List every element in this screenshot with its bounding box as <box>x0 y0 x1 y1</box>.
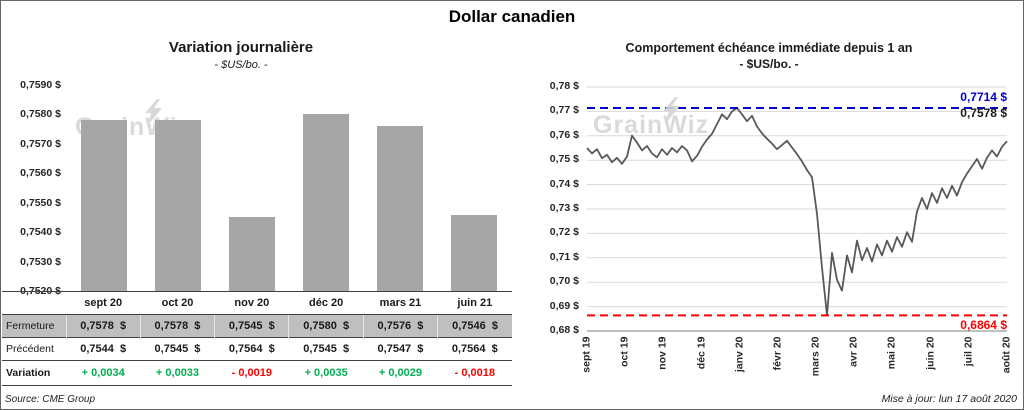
page-title: Dollar canadien <box>448 7 576 26</box>
line-chart-plot: GrainWiz <box>586 86 1008 332</box>
month-header: oct 20 <box>140 291 215 315</box>
line-chart-subtitle: - $US/bo. - <box>739 57 799 71</box>
y-tick-label: 0,74 $ <box>549 177 579 190</box>
bar <box>81 120 127 291</box>
y-tick-label: 0,7540 $ <box>20 226 61 239</box>
source-note: Source: CME Group <box>5 394 96 405</box>
line-chart-title: Comportement échéance immédiate depuis 1… <box>625 41 913 55</box>
month-header: nov 20 <box>214 291 289 315</box>
fermeture-value: 0,7546 $ <box>437 314 512 338</box>
x-tick-label: oct 19 <box>618 336 631 367</box>
fermeture-value: 0,7576 $ <box>362 314 438 338</box>
precedent-value: 0,7545 $ <box>288 337 364 361</box>
variation-value: + 0,0035 <box>288 360 364 386</box>
bar <box>155 120 201 291</box>
precedent-value: 0,7564 $ <box>437 337 512 361</box>
x-tick-label: avr 20 <box>847 336 860 367</box>
bar-chart-title: Variation journalière <box>168 39 314 56</box>
right-panel: Comportement échéance immédiate depuis 1… <box>513 1 1023 409</box>
y-tick-label: 0,72 $ <box>549 226 579 239</box>
x-tick-label: août 20 <box>1000 336 1013 374</box>
y-tick-label: 0,75 $ <box>549 153 579 166</box>
data-table: sept 20 oct 20 nov 20 déc 20 mars 21 juin 21 F… <box>2 291 512 386</box>
month-header: mars 21 <box>363 291 438 315</box>
row-label: Précédent <box>2 337 66 361</box>
y-tick-label: 0,7530 $ <box>20 255 61 268</box>
fermeture-value: 0,7578 $ <box>65 314 141 338</box>
high-value-label: 0,7714 $ <box>960 90 1007 104</box>
variation-value: + 0,0033 <box>140 360 215 386</box>
x-tick-label: juin 20 <box>924 336 937 370</box>
y-tick-label: 0,70 $ <box>549 275 579 288</box>
y-tick-label: 0,7580 $ <box>20 108 61 121</box>
x-tick-label: mars 20 <box>809 336 822 377</box>
bar-chart-y-axis: 0,7520 $0,7530 $0,7540 $0,7550 $0,7560 $… <box>1 79 61 297</box>
y-tick-label: 0,76 $ <box>549 128 579 141</box>
bar <box>377 126 423 291</box>
updated-note: Mise à jour: lun 17 août 2020 <box>881 393 1017 405</box>
y-tick-label: 0,77 $ <box>549 104 579 117</box>
current-value-label: 0,7578 $ <box>960 106 1007 120</box>
y-tick-label: 0,78 $ <box>549 80 579 92</box>
month-header: juin 21 <box>437 291 512 315</box>
fermeture-value: 0,7580 $ <box>288 314 364 338</box>
variation-value: + 0,0029 <box>363 360 438 386</box>
variation-value: + 0,0034 <box>66 360 141 386</box>
fermeture-value: 0,7578 $ <box>139 314 215 338</box>
lightning-icon <box>663 97 680 123</box>
y-tick-label: 0,7550 $ <box>20 196 61 209</box>
y-tick-label: 0,69 $ <box>549 299 579 312</box>
x-tick-label: sept 19 <box>580 336 593 373</box>
month-header: déc 20 <box>288 291 364 315</box>
watermark: GrainWiz <box>593 97 710 140</box>
precedent-value: 0,7545 $ <box>140 337 215 361</box>
y-tick-label: 0,7570 $ <box>20 137 61 150</box>
bar <box>451 214 497 291</box>
fermeture-value: 0,7545 $ <box>214 314 289 338</box>
low-value-label: 0,6864 $ <box>960 318 1007 332</box>
y-tick-label: 0,7590 $ <box>20 79 61 91</box>
y-tick-label: 0,68 $ <box>549 324 579 336</box>
x-tick-label: mai 20 <box>885 336 898 370</box>
bar <box>229 217 275 291</box>
bar <box>303 114 349 291</box>
month-header: sept 20 <box>66 291 141 315</box>
precedent-value: 0,7547 $ <box>363 337 438 361</box>
left-panel: Variation journalière - $US/bo. - 0,7520… <box>1 1 513 409</box>
lightning-icon <box>145 99 162 125</box>
watermark-text: GrainWiz <box>593 111 710 139</box>
line-chart-y-axis: 0,68 $ 0,69 $ 0,70 $ 0,71 $ 0,72 $ 0,73 $ 0,74… <box>513 80 583 336</box>
precedent-value: 0,7564 $ <box>214 337 289 361</box>
bar-chart-subtitle: - $US/bo. - <box>214 59 268 71</box>
y-tick-label: 0,73 $ <box>549 202 579 214</box>
y-tick-label: 0,7560 $ <box>20 167 61 180</box>
table-corner <box>2 291 66 315</box>
line-chart-svg <box>586 86 1008 332</box>
x-tick-label: janv 20 <box>733 336 746 373</box>
row-label: Variation <box>2 360 66 386</box>
x-tick-label: juil 20 <box>962 336 975 367</box>
variation-value: - 0,0019 <box>214 360 289 386</box>
y-tick-label: 0,71 $ <box>549 250 579 263</box>
variation-value: - 0,0018 <box>437 360 512 386</box>
bar-chart-plot: GrainWiz <box>67 85 511 291</box>
precedent-value: 0,7544 $ <box>66 337 141 361</box>
x-tick-label: févr 20 <box>771 336 784 371</box>
x-tick-label: déc 19 <box>695 336 708 370</box>
x-tick-label: nov 19 <box>656 336 669 370</box>
row-label: Fermeture <box>2 314 66 338</box>
